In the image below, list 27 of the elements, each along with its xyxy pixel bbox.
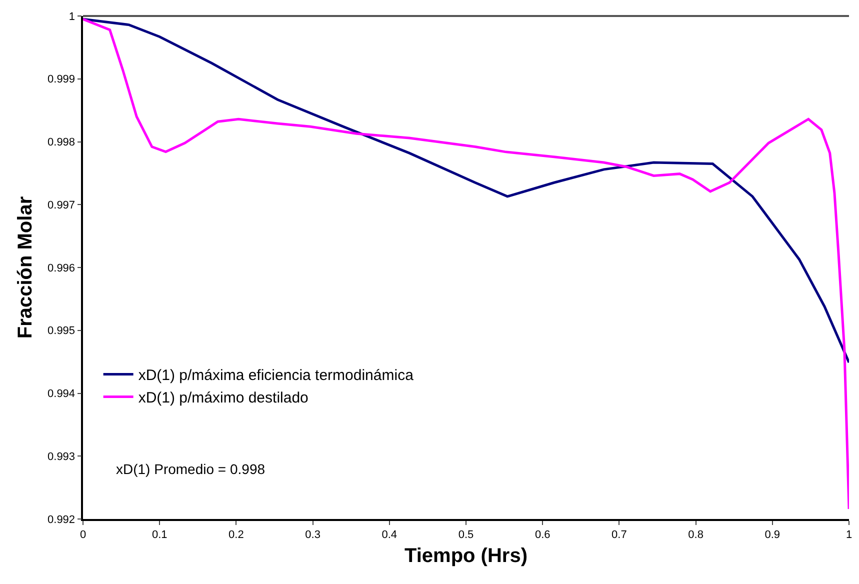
x-tick-label: 0.3 [305, 528, 320, 541]
y-tick-label: 0.995 [48, 325, 76, 338]
y-tick-label: 0.998 [48, 136, 76, 149]
y-tick-label: 0.994 [48, 388, 76, 400]
y-tick-label: 0.997 [48, 199, 76, 212]
y-tick-label: 0.992 [48, 514, 76, 526]
annotation: xD(1) Promedio = 0.998 [116, 461, 266, 477]
x-tick-label: 0.8 [688, 528, 704, 541]
x-tick-label: 1 [846, 528, 852, 541]
x-tick-label: 0.7 [612, 528, 627, 541]
legend-label: xD(1) p/máximo destilado [138, 390, 308, 407]
x-axis-title: Tiempo (Hrs) [404, 544, 528, 567]
line-series [83, 18, 849, 364]
x-tick-label: 0.5 [458, 528, 474, 541]
x-tick-label: 0.6 [534, 528, 550, 541]
y-tick-label: 0.996 [48, 262, 76, 274]
y-tick-label: 0.993 [48, 450, 76, 463]
x-tick-label: 0.1 [152, 528, 168, 541]
line-series [83, 18, 849, 510]
x-tick-label: 0.9 [764, 528, 780, 541]
x-tick-label: 0.4 [382, 528, 398, 541]
y-tick-label: 1 [68, 10, 76, 23]
y-tick-label: 0.999 [48, 74, 76, 86]
x-tick-label: 0 [80, 528, 86, 541]
x-tick-label: 0.2 [228, 528, 244, 541]
legend-label: xD(1) p/máxima eficiencia termodinámica [138, 367, 414, 384]
y-axis-title: Fracción Molar [14, 196, 37, 339]
